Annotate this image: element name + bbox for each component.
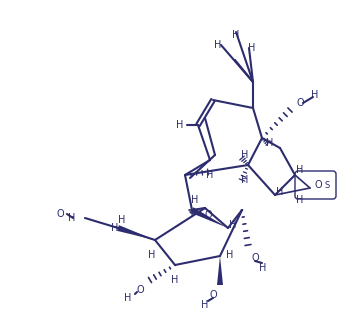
Text: H: H (311, 90, 319, 100)
Text: H: H (266, 138, 274, 148)
Text: H: H (124, 293, 132, 303)
Text: H: H (118, 215, 126, 225)
Text: O: O (136, 285, 144, 295)
Text: O: O (251, 253, 259, 263)
Text: H: H (276, 187, 284, 197)
Text: S: S (325, 181, 330, 190)
Text: O: O (314, 180, 322, 190)
Text: H: H (191, 195, 199, 205)
Text: H: H (259, 263, 267, 273)
Text: H: H (296, 195, 304, 205)
Text: H: H (201, 300, 209, 310)
Polygon shape (117, 225, 155, 240)
Text: O: O (296, 98, 304, 108)
Text: O: O (56, 209, 64, 219)
Text: H: H (241, 175, 249, 185)
Text: H: H (241, 150, 249, 160)
Text: H: H (148, 250, 156, 260)
Text: H: H (226, 250, 234, 260)
Text: H: H (68, 213, 76, 223)
Text: H: H (214, 40, 222, 50)
Polygon shape (191, 207, 228, 228)
Text: H: H (296, 165, 304, 175)
Text: H: H (248, 43, 256, 53)
Text: H: H (229, 220, 237, 230)
Text: H: H (206, 170, 214, 180)
Text: H: H (176, 120, 184, 130)
Text: O: O (204, 210, 212, 220)
Text: O: O (209, 290, 217, 300)
Text: H: H (232, 30, 240, 40)
Text: H: H (171, 275, 179, 285)
Text: H: H (111, 223, 119, 233)
Polygon shape (217, 256, 223, 285)
